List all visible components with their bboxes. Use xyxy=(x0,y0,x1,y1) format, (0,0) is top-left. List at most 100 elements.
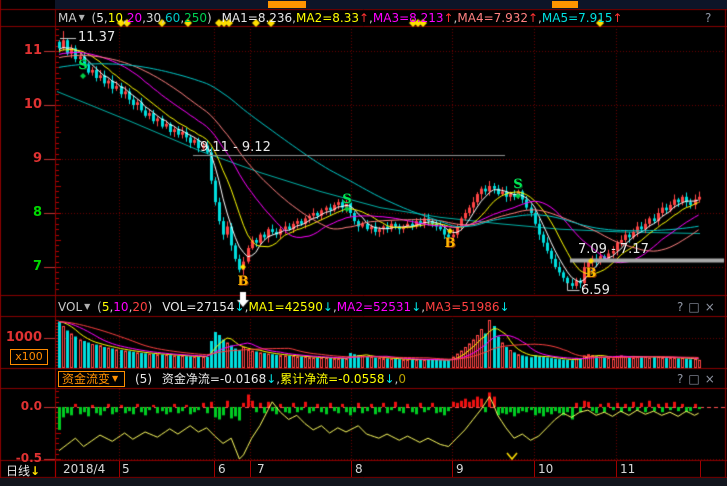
param-value: 20 xyxy=(126,11,143,25)
comma: , xyxy=(276,372,281,386)
param-value: 20 xyxy=(132,300,148,314)
param-value: 60 xyxy=(165,11,181,25)
help-icon[interactable]: ? xyxy=(677,300,684,314)
timeline-month-label: 9 xyxy=(456,462,464,476)
window-bottom-strip xyxy=(0,478,727,486)
arrow-down-icon: ↓ xyxy=(411,300,422,314)
arrow-down-icon: ↓ xyxy=(322,300,333,314)
vol-header-icons: ? □ × xyxy=(672,299,715,315)
comma: , xyxy=(103,11,108,25)
chevron-down-icon: ▼ xyxy=(84,302,91,311)
flow-dropdown[interactable]: 资金流变 ▼ xyxy=(58,371,126,387)
paren: ) xyxy=(207,11,212,25)
timeline-divider xyxy=(55,461,56,477)
axis-label: 9 xyxy=(32,151,42,166)
flow-param: (5) xyxy=(135,372,152,386)
ma-values: MA1=8.236,MA2=8.33 ↑ ,MA3=8.213 ↑ ,MA4=7… xyxy=(222,10,623,26)
timeline-month-label: 7 xyxy=(257,462,265,476)
vol-params: (5,10,20) xyxy=(97,299,152,315)
sell-signal-marker: S xyxy=(513,177,523,192)
maximize-icon[interactable]: □ xyxy=(688,372,700,386)
timeline-month-label: 10 xyxy=(538,462,554,476)
timeline-month-label: 8 xyxy=(355,462,363,476)
close-icon[interactable]: × xyxy=(704,300,715,314)
help-icon[interactable]: ? xyxy=(677,372,684,386)
indicator-value: MA3=8.213 xyxy=(372,11,444,25)
buy-signal-marker: B xyxy=(444,236,456,251)
window-top-strip xyxy=(55,0,727,9)
indicator-value: MA5=7.915 xyxy=(541,11,613,25)
axis-label: 8 xyxy=(32,205,42,220)
range-high: 9.11 - 9.12 xyxy=(200,140,271,155)
timeline-divider xyxy=(214,461,215,477)
axis-label: 10 xyxy=(23,97,42,112)
arrow-up-icon: ↑ xyxy=(612,11,623,25)
ma-dropdown[interactable]: MA ▼ xyxy=(58,11,85,25)
buy-signal-marker: B xyxy=(237,274,249,289)
indicator-value: 资金净流=-0.0168 xyxy=(161,372,267,386)
arrow-up-icon: ↑ xyxy=(358,11,370,25)
timeline-divider xyxy=(616,461,617,477)
chevron-down-icon: ▼ xyxy=(78,13,85,22)
paren: ( xyxy=(97,300,102,314)
timeline-month-label: 11 xyxy=(620,462,636,476)
comma: , xyxy=(538,11,542,25)
vol-indicator-header: VOL ▼ (5,10,20) VOL=27154 ↓ ,MA1=42590 ↓ … xyxy=(58,299,658,315)
comma: , xyxy=(109,300,114,314)
vol-values: VOL=27154 ↓ ,MA1=42590 ↓ ,MA2=52531 ↓ ,M… xyxy=(162,299,509,315)
ma-header-icons: ? xyxy=(700,10,711,26)
arrow-up-icon: ↑ xyxy=(527,11,539,25)
flow-values: 资金净流=-0.0168 ↓ ,累计净流=-0.0558 ↓ ,0 xyxy=(162,371,406,387)
timeline-divider xyxy=(700,461,701,477)
arrow-down-icon: ↓ xyxy=(384,372,395,386)
period-selector[interactable]: 日线↓ xyxy=(6,462,40,479)
indicator-value: MA3=51986 xyxy=(425,300,500,314)
maximize-icon[interactable]: □ xyxy=(688,300,700,314)
close-icon[interactable]: × xyxy=(704,372,715,386)
timeline-divider xyxy=(534,461,535,477)
axis-label: 7 xyxy=(32,259,42,274)
indicator-value: 累计净流=-0.0558 xyxy=(280,372,385,386)
timeline-month-label: 5 xyxy=(122,462,130,476)
ma-params: (5,10,20,30,60,250) xyxy=(92,10,212,26)
volume-unit-badge: x100 xyxy=(10,349,48,365)
indicator-value: 0 xyxy=(398,372,406,386)
axis-label: 0.0 xyxy=(20,399,42,413)
sell-signal-marker: S xyxy=(78,58,88,73)
buy-signal-marker: B xyxy=(585,266,597,281)
timeline-divider xyxy=(452,461,453,477)
timeline-divider xyxy=(250,461,251,477)
axis-label: 11 xyxy=(23,43,42,58)
arrow-down-icon: ↓ xyxy=(266,372,277,386)
comma: , xyxy=(332,300,337,314)
period-label: 日线 xyxy=(6,464,31,478)
param-value: 5 xyxy=(96,11,104,25)
arrow-up-icon: ↑ xyxy=(443,11,454,25)
flow-indicator-header: 资金流变 ▼ (5) 资金净流=-0.0168 ↓ ,累计净流=-0.0558 ↓… xyxy=(58,371,658,387)
indicator-value: MA1=8.236 xyxy=(221,11,293,25)
range-low: 7.09 - 7.17 xyxy=(578,242,649,257)
timeline-divider xyxy=(351,461,352,477)
comma: , xyxy=(180,11,185,25)
indicator-value: MA1=42590 xyxy=(248,300,323,314)
help-icon[interactable]: ? xyxy=(705,11,712,25)
axis-label: 1000 xyxy=(5,330,42,345)
indicator-value: MA2=8.33 xyxy=(296,11,359,25)
vol-dropdown[interactable]: VOL ▼ xyxy=(58,300,91,314)
indicator-value: MA4=7.932 xyxy=(457,11,528,25)
comma: , xyxy=(128,300,133,314)
param-value: 10 xyxy=(107,11,123,25)
param-value: 10 xyxy=(113,300,129,314)
comma: , xyxy=(122,11,127,25)
timeline-divider xyxy=(119,461,120,477)
indicator-value: MA2=52531 xyxy=(336,300,412,314)
comma: , xyxy=(421,300,426,314)
sell-signal-marker: S xyxy=(342,192,352,207)
timeline-month-label: 6 xyxy=(218,462,226,476)
low-label: 6.59 xyxy=(581,283,610,298)
param-value: 250 xyxy=(184,11,208,25)
arrow-down-icon: ↓ xyxy=(234,300,245,314)
param-value: 30 xyxy=(145,11,162,25)
